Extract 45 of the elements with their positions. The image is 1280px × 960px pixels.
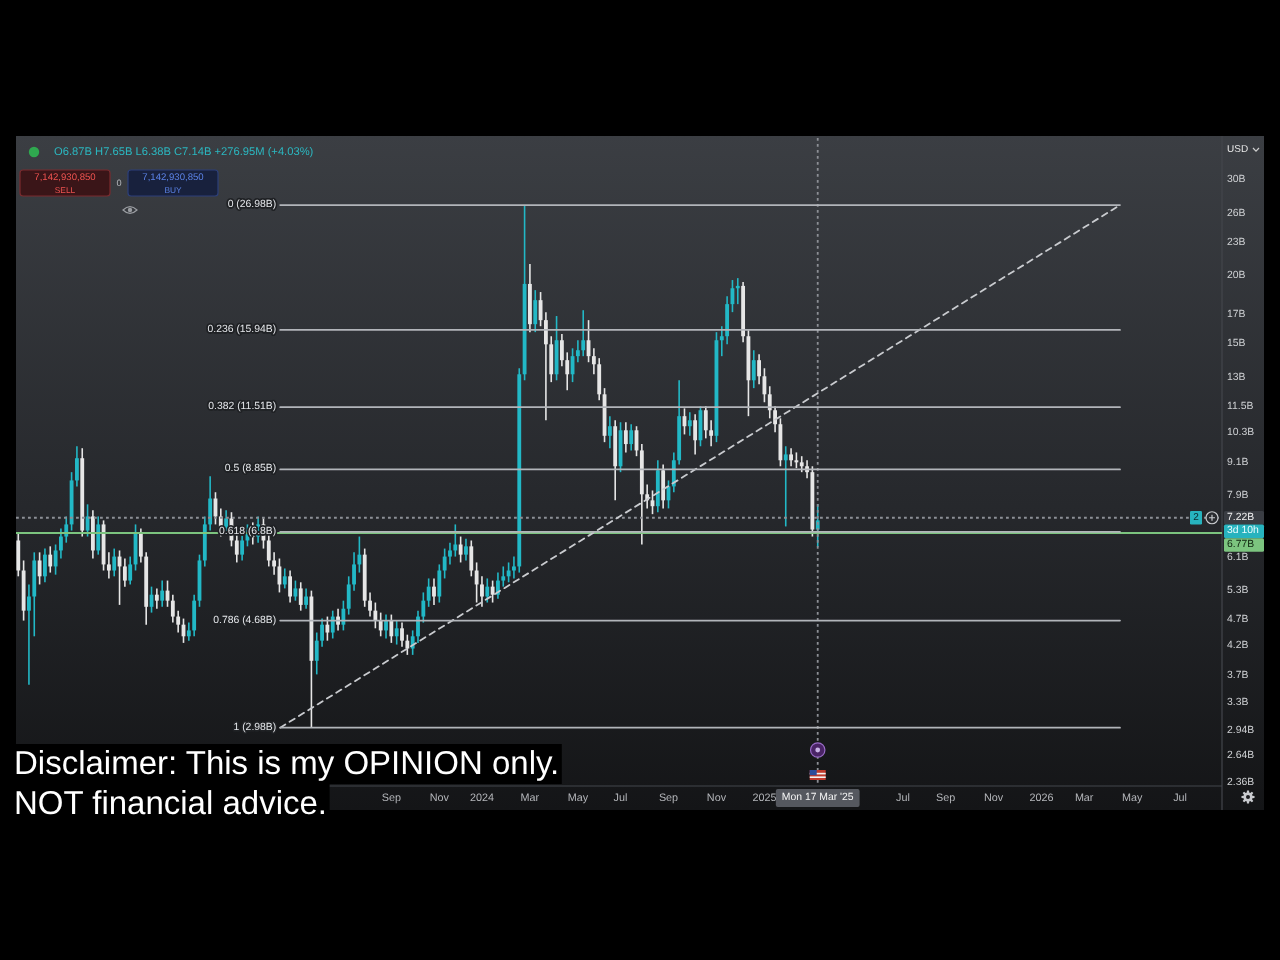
candlestick <box>298 581 303 612</box>
candlestick <box>288 569 293 604</box>
candlestick <box>282 567 287 590</box>
candlestick <box>485 577 490 604</box>
candlestick <box>394 619 399 646</box>
candlestick <box>751 349 756 389</box>
candlestick <box>384 613 388 640</box>
candlestick <box>581 309 586 357</box>
candlestick <box>623 421 628 454</box>
candlestick <box>789 447 793 468</box>
candlestick <box>389 613 394 644</box>
candlestick <box>528 263 532 333</box>
candlestick <box>607 415 612 450</box>
candlestick <box>154 587 159 610</box>
candlestick <box>629 423 634 452</box>
candlestick <box>464 537 468 562</box>
candlestick <box>687 411 692 437</box>
candlestick <box>613 419 618 502</box>
candlestick <box>703 405 708 440</box>
candlestick <box>506 561 511 584</box>
candlestick <box>655 459 660 514</box>
candlestick <box>240 531 245 562</box>
candlestick <box>37 551 42 586</box>
candlestick <box>48 545 53 574</box>
candlestick <box>96 515 101 556</box>
candlestick <box>336 607 340 632</box>
candlestick <box>661 463 666 510</box>
candlestick <box>432 577 436 606</box>
annotation: Disclaimer: This is my OPINION only. <box>14 746 560 782</box>
candlestick <box>112 547 117 578</box>
candlestick <box>90 509 95 560</box>
candlestick <box>160 579 165 608</box>
candlestick <box>43 547 47 584</box>
candlestick <box>400 621 404 648</box>
candlestick <box>533 289 538 333</box>
candlestick <box>783 445 788 528</box>
candlestick <box>325 615 330 642</box>
candlestick <box>458 535 463 564</box>
candlestick <box>304 587 308 610</box>
annotation: NOT financial advice. <box>14 786 328 822</box>
candlestick <box>693 413 698 456</box>
candlestick <box>330 609 335 640</box>
candlestick <box>490 579 495 604</box>
candlestick <box>453 523 458 558</box>
candlestick <box>378 611 383 638</box>
